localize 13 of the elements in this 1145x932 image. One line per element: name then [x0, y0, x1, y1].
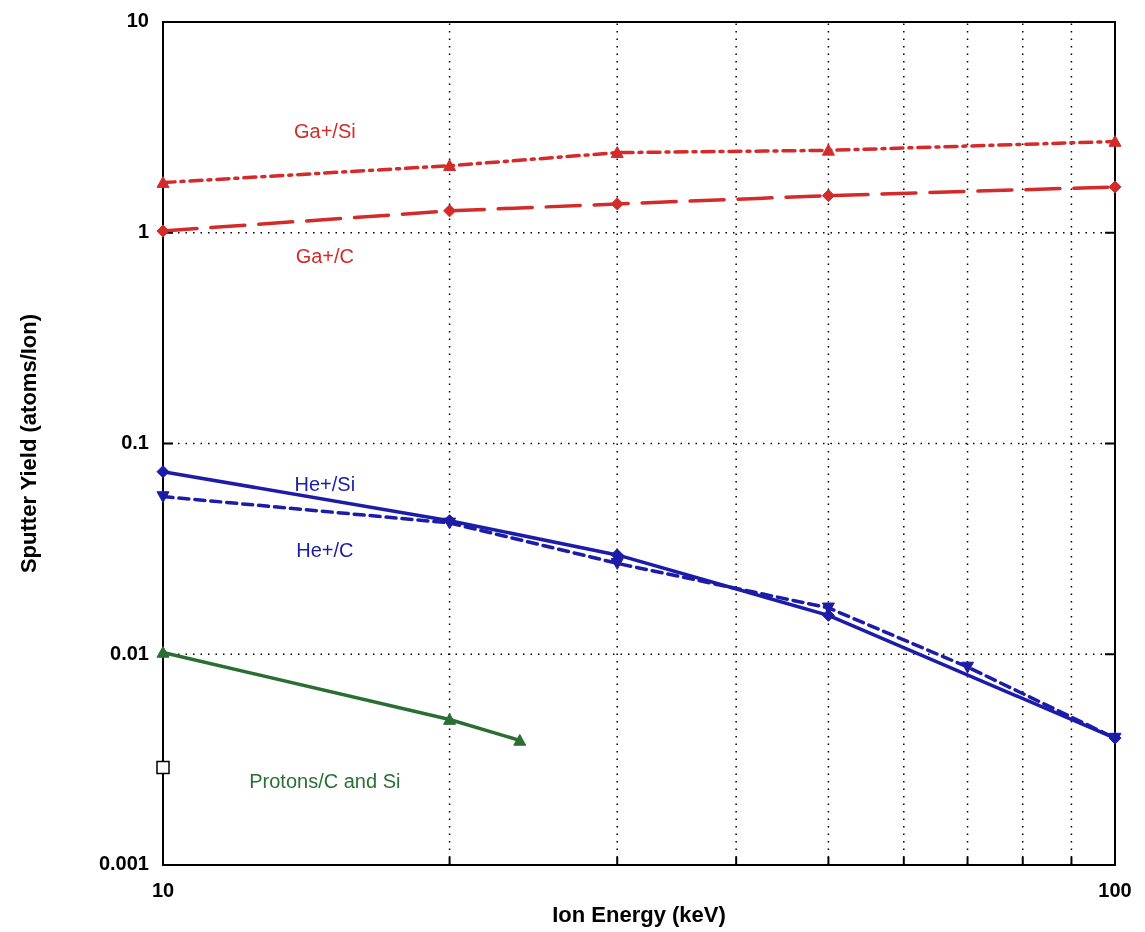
y-tick-label: 0.1 [121, 430, 149, 453]
series-label: He+/Si [294, 472, 356, 495]
y-tick-label: 1 [137, 220, 149, 243]
series-label: Ga+/Si [293, 120, 356, 143]
y-axis-title: Sputter Yield (atoms/Ion) [16, 313, 41, 574]
x-axis-title: Ion Energy (keV) [552, 902, 726, 927]
text: Protons/C and Si [249, 769, 401, 792]
y-tick-label: 0.001 [98, 852, 149, 875]
y-tick-label: 0.01 [110, 641, 149, 664]
y-tick-label: 10 [126, 9, 149, 32]
series-label: He+/C [296, 538, 354, 561]
x-tick-label: 100 [1098, 879, 1132, 901]
series-label: Ga+/C [295, 244, 355, 267]
